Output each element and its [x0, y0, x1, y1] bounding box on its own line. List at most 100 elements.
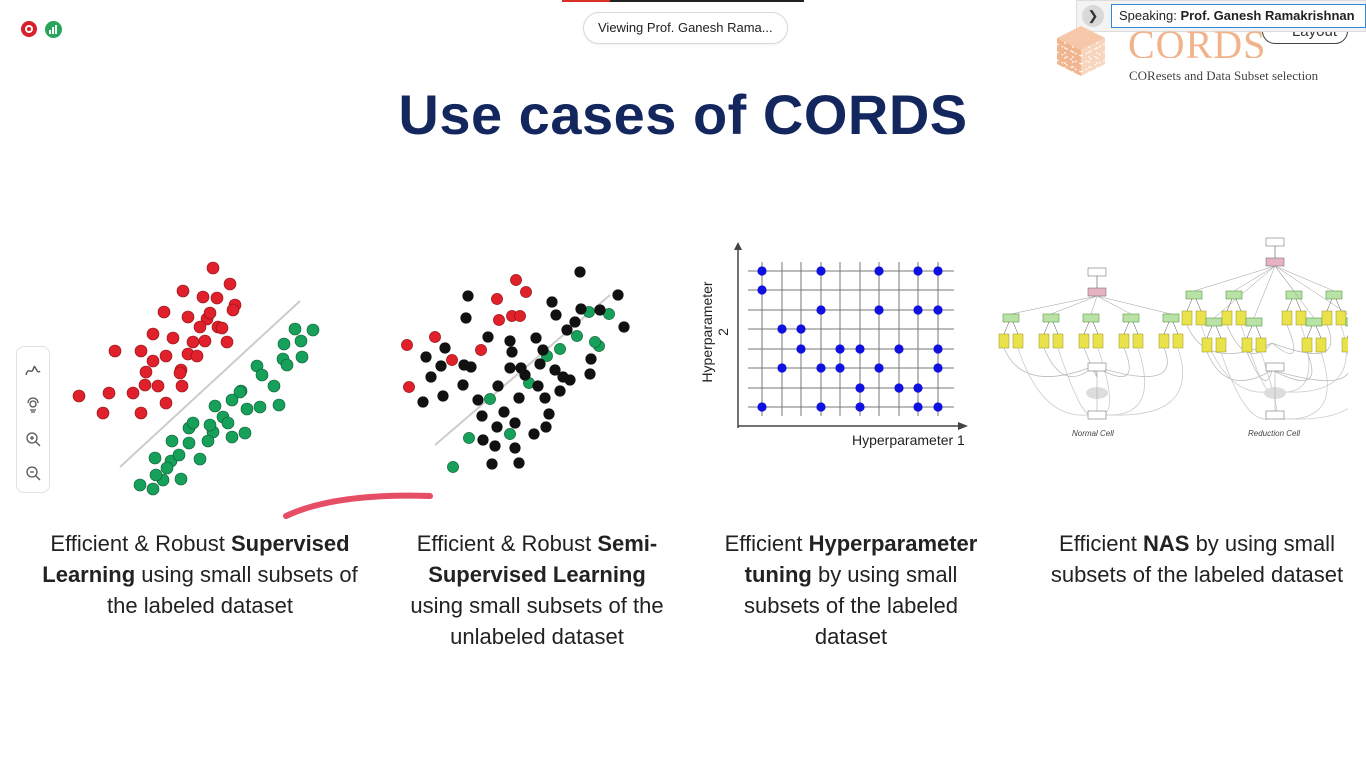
nas-op-node [1301, 337, 1313, 353]
zoom-out-icon[interactable] [23, 463, 43, 483]
nas-edge [1274, 265, 1335, 292]
blue-sample-point [796, 324, 806, 334]
pen-icon[interactable] [23, 361, 43, 381]
nas-edge [1163, 321, 1170, 335]
nas-op-node [1078, 333, 1090, 349]
nas-edge [1260, 351, 1278, 420]
nas-edge [1043, 321, 1050, 335]
green-data-point [306, 323, 320, 337]
red-data-point [173, 366, 187, 380]
nas-input-node [1265, 410, 1285, 420]
hyperparameter-x-label: Hyperparameter 1 [852, 432, 965, 448]
nas-op-node [1215, 337, 1227, 353]
green-data-point [201, 434, 215, 448]
red-data-point [401, 339, 413, 351]
unlabeled-data-point [539, 392, 551, 404]
unlabeled-data-point [437, 390, 449, 402]
blue-sample-point [835, 344, 845, 354]
y-axis-arrow [734, 242, 742, 250]
green-data-point [280, 358, 294, 372]
blue-sample-point [796, 344, 806, 354]
red-data-point [514, 310, 526, 322]
nas-op-node [1052, 333, 1064, 349]
red-data-point [175, 379, 189, 393]
record-icon[interactable] [21, 21, 37, 37]
blue-sample-point [855, 402, 865, 412]
green-data-point [165, 434, 179, 448]
unlabeled-data-point [491, 421, 503, 433]
red-data-point [166, 331, 180, 345]
unlabeled-data-point [477, 434, 489, 446]
unlabeled-data-point [585, 353, 597, 365]
blue-sample-point [913, 402, 923, 412]
green-data-point [447, 461, 459, 473]
nas-edge [1295, 298, 1302, 312]
unlabeled-data-point [509, 417, 521, 429]
nas-edge [1083, 321, 1090, 335]
nas-edge [1172, 321, 1179, 335]
green-data-point [203, 418, 217, 432]
nas-add-node [1162, 313, 1180, 323]
layout-button[interactable]: Layout [1262, 32, 1350, 46]
nas-edge [1326, 298, 1333, 312]
unlabeled-data-point [476, 410, 488, 422]
nas-edge [1193, 265, 1276, 292]
red-data-point [520, 286, 532, 298]
unlabeled-data-point [549, 364, 561, 376]
nas-edge [1246, 351, 1273, 381]
nas-edge [1206, 325, 1213, 339]
red-data-point [146, 327, 160, 341]
nas-op-node [1181, 310, 1193, 326]
unlabeled-data-point [540, 421, 552, 433]
blue-sample-point [777, 363, 787, 373]
viewing-indicator[interactable]: Viewing Prof. Ganesh Rama... [583, 12, 788, 44]
blue-sample-point [777, 324, 787, 334]
nas-edge [1206, 351, 1273, 381]
unlabeled-data-point [557, 371, 569, 383]
blue-sample-point [855, 383, 865, 393]
unlabeled-data-point [465, 361, 477, 373]
unlabeled-data-point [543, 408, 555, 420]
red-data-point [223, 277, 237, 291]
caption-semi-supervised: Efficient & Robust Semi-Supervised Learn… [410, 531, 664, 649]
nas-add-node [1325, 290, 1343, 300]
green-data-point [294, 334, 308, 348]
green-data-point [172, 448, 186, 462]
nas-op-node [1255, 337, 1267, 353]
blue-sample-point [913, 266, 923, 276]
nas-edge [1246, 325, 1253, 339]
nas-edge [1286, 298, 1293, 312]
green-data-point [149, 468, 163, 482]
nas-edge [1010, 295, 1098, 315]
nas-edge [1346, 334, 1348, 339]
blue-sample-point [874, 266, 884, 276]
nas-output-node [1087, 267, 1107, 277]
nas-concat-node [1265, 257, 1285, 267]
green-data-point [272, 398, 286, 412]
red-data-point [215, 321, 229, 335]
red-data-point [139, 365, 153, 379]
unlabeled-data-point [528, 428, 540, 440]
cords-logo-text: CORDS [1128, 24, 1267, 58]
green-data-point [589, 336, 601, 348]
nas-edge [1003, 347, 1095, 377]
red-data-point [193, 320, 207, 334]
green-data-point [208, 399, 222, 413]
nas-edge [1012, 321, 1019, 335]
nas-input-node [1087, 410, 1107, 420]
unlabeled-data-point [439, 342, 451, 354]
red-data-point [126, 386, 140, 400]
signal-icon[interactable] [45, 21, 62, 38]
green-data-point [133, 478, 147, 492]
zoom-in-icon[interactable] [23, 429, 43, 449]
nas-edge [1090, 295, 1098, 315]
unlabeled-data-point [506, 346, 518, 358]
nas-op-node [1281, 310, 1293, 326]
slide-title: Use cases of CORDS [398, 83, 968, 146]
blue-sample-point [835, 363, 845, 373]
nas-op-node [1235, 310, 1247, 326]
chevron-right-icon[interactable]: ❯ [1082, 5, 1104, 27]
red-data-point [96, 406, 110, 420]
spotlight-icon[interactable] [23, 395, 43, 415]
red-data-point [138, 378, 152, 392]
